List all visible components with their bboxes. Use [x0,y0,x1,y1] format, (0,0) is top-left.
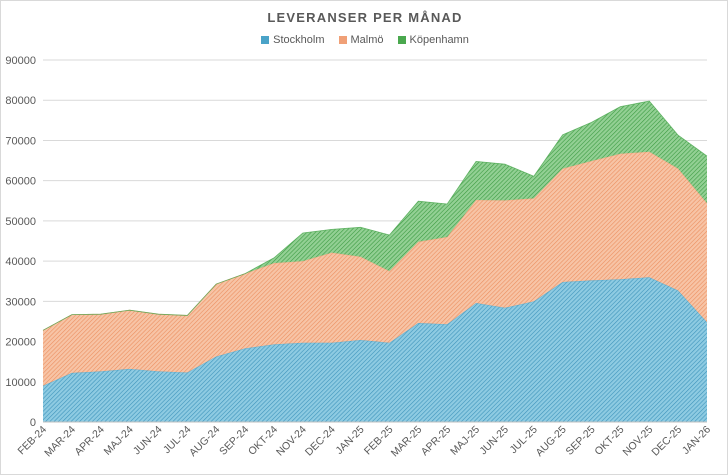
legend-item-kopenhamn: Köpenhamn [397,34,469,46]
x-tick-label: JAN-26 [680,424,713,457]
legend-item-stockholm: Stockholm [261,34,325,46]
legend-swatch-stockholm [261,36,270,44]
x-tick-label: MAJ-25 [448,424,482,458]
x-tick-label: JUN-24 [131,424,165,458]
area-stockholm [43,277,707,422]
x-tick-label: DEC-24 [303,424,338,459]
area-malm [43,151,707,386]
chart-title: LEVERANSER PER MÅNAD [267,10,463,25]
y-tick-label: 0 [30,417,36,429]
x-tick-label: SEP-24 [217,424,251,458]
y-tick-label: 10000 [5,377,36,389]
area-kpenhamn [43,101,707,331]
x-tick-label: MAR-24 [42,424,78,460]
x-tick-label: AUG-24 [187,424,222,459]
legend-label-malmo: Malmö [350,34,384,46]
x-tick-label: OKT-24 [246,424,280,458]
legend-swatch-kopenhamn [397,36,406,44]
chart-legend: Stockholm Malmö Köpenhamn [1,34,728,46]
x-tick-label: NOV-24 [274,424,309,459]
y-tick-label: 20000 [5,337,36,349]
x-tick-label: MAR-25 [389,424,425,460]
x-tick-label: DEC-25 [649,424,684,459]
legend-label-kopenhamn: Köpenhamn [409,34,469,46]
y-tick-label: 70000 [5,135,36,147]
x-tick-label: NOV-25 [620,424,655,459]
x-tick-label: OKT-25 [592,424,626,458]
x-tick-label: APR-24 [72,424,107,459]
legend-swatch-malmo [338,36,347,44]
x-tick-label: JAN-25 [333,424,366,457]
legend-item-malmo: Malmö [338,34,384,46]
y-tick-label: 50000 [5,216,36,228]
y-tick-label: 60000 [5,176,36,188]
y-tick-label: 90000 [5,55,36,67]
x-tick-label: APR-25 [419,424,454,459]
x-tick-label: SEP-25 [564,424,598,458]
legend-label-stockholm: Stockholm [273,34,325,46]
y-tick-label: 40000 [5,256,36,268]
series-edge-line [42,100,708,331]
x-tick-label: JUN-25 [477,424,511,458]
y-tick-label: 30000 [5,296,36,308]
series-areas [42,100,708,422]
y-tick-label: 80000 [5,95,36,107]
x-tick-label: AUG-25 [533,424,568,459]
x-tick-label: MAJ-24 [102,424,136,458]
